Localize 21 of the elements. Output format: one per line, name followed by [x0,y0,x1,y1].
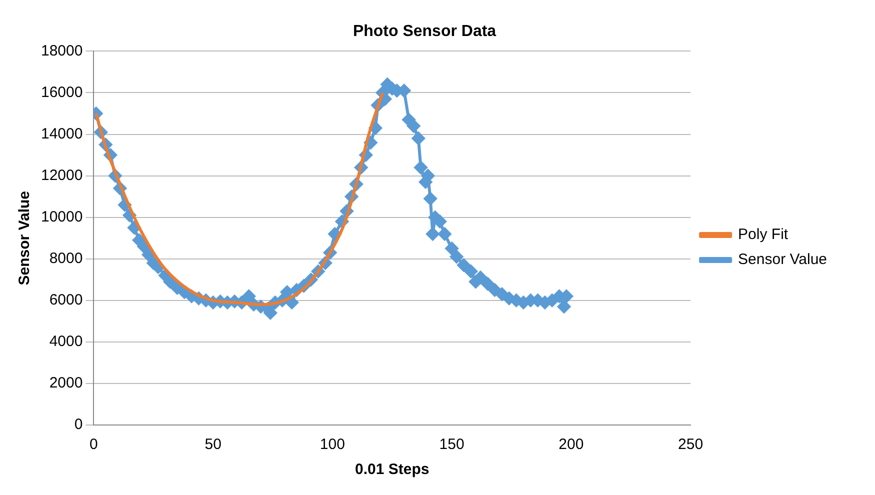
y-tick-label: 14000 [40,125,83,142]
x-tick-label: 200 [558,436,584,454]
y-tick-label: 4000 [49,333,83,350]
y-tick-label: 6000 [49,292,83,309]
x-tick-label: 250 [678,436,704,454]
x-tick-label: 100 [320,436,345,454]
y-axis-title: Sensor Value [16,190,34,286]
legend-label: Poly Fit [738,226,789,244]
y-tick-label: 2000 [49,374,83,392]
y-tick-label: 8000 [49,250,83,268]
y-tick-label: 16000 [40,84,83,101]
legend-label: Sensor Value [738,251,828,268]
chart-title: Photo Sensor Data [352,23,496,40]
y-tick-label: 0 [74,416,83,434]
y-tick-label: 18000 [40,42,83,60]
x-tick-label: 50 [204,436,222,454]
y-tick-label: 12000 [40,166,83,184]
x-tick-label: 0 [90,436,98,454]
x-axis-title: 0.01 Steps [355,461,430,478]
y-tick-label: 10000 [40,208,83,226]
x-tick-label: 150 [439,436,464,454]
